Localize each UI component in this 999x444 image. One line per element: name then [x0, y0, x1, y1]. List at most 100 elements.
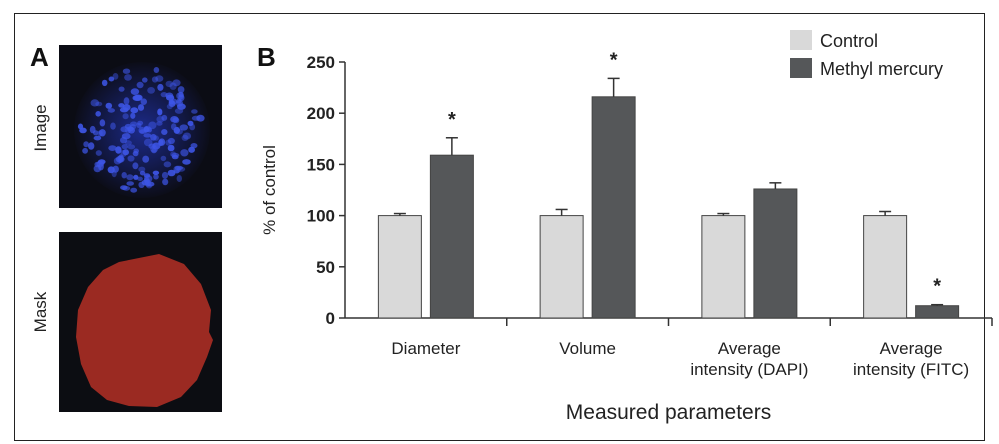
legend-label: Methyl mercury	[820, 59, 943, 79]
y-tick-label: 0	[326, 309, 335, 328]
nucleus	[107, 108, 115, 113]
nucleus	[168, 99, 175, 105]
bar	[863, 215, 908, 319]
nucleus	[122, 185, 131, 191]
nucleus	[130, 112, 136, 119]
nucleus	[167, 144, 175, 152]
nucleus	[140, 98, 147, 105]
significance-marker: *	[933, 276, 941, 298]
nucleus	[88, 142, 95, 150]
nucleus	[166, 94, 175, 101]
nucleus	[155, 75, 164, 82]
x-tick-label: Average intensity (FITC)	[853, 339, 969, 379]
nucleus	[121, 144, 128, 150]
nucleus	[138, 166, 146, 172]
nucleus	[130, 88, 140, 95]
nucleus	[130, 121, 138, 127]
nucleus	[152, 170, 160, 175]
nucleus	[95, 150, 102, 156]
bar	[377, 215, 422, 319]
nucleus	[165, 80, 174, 88]
nucleus	[126, 181, 134, 186]
nucleus	[139, 170, 146, 176]
nucleus	[176, 92, 184, 100]
nucleus	[90, 99, 100, 107]
nucleus	[156, 116, 165, 123]
significance-marker: *	[610, 49, 618, 71]
nucleus	[187, 120, 194, 126]
nucleus	[108, 145, 117, 151]
nucleus	[191, 109, 198, 114]
legend-swatch	[790, 58, 812, 78]
nucleus	[171, 123, 177, 131]
nucleus	[99, 129, 106, 137]
nucleus	[160, 155, 167, 162]
nucleus	[153, 67, 160, 73]
x-axis-label: Measured parameters	[566, 401, 771, 424]
mask-shape	[76, 254, 213, 407]
nucleus	[137, 104, 145, 111]
y-tick-label: 150	[307, 155, 335, 174]
nucleus	[123, 97, 130, 105]
nucleus	[153, 135, 159, 141]
nucleus	[127, 127, 135, 134]
nucleus	[181, 134, 189, 141]
y-tick-label: 50	[316, 258, 335, 277]
nucleus	[182, 159, 191, 165]
nucleus	[124, 74, 132, 81]
bar	[753, 188, 798, 319]
nucleus	[179, 124, 188, 131]
nucleus	[110, 122, 116, 130]
nucleus	[142, 77, 148, 83]
nucleus	[113, 157, 122, 165]
nucleus	[112, 165, 119, 173]
nucleus	[180, 149, 189, 157]
nucleus	[174, 108, 184, 114]
nucleus	[165, 139, 172, 146]
nucleus	[119, 107, 129, 113]
nucleus	[99, 119, 106, 127]
nucleus	[122, 149, 129, 156]
bar	[701, 215, 746, 319]
nucleus	[177, 86, 185, 94]
nucleus	[163, 161, 172, 168]
legend-swatch	[790, 30, 812, 50]
bar	[539, 215, 584, 319]
nucleus	[161, 171, 169, 179]
legend-label: Control	[820, 31, 878, 51]
mask-graphic	[76, 254, 213, 407]
nucleus	[138, 126, 146, 134]
nucleus	[130, 107, 139, 114]
nucleus	[115, 146, 122, 154]
y-axis-label: % of control	[260, 145, 279, 235]
nucleus	[173, 169, 180, 174]
nucleus	[156, 121, 163, 126]
nucleus	[126, 174, 134, 181]
nucleus	[188, 146, 196, 153]
x-tick-label: Volume	[559, 339, 616, 358]
nucleus	[133, 174, 139, 180]
nucleus	[191, 115, 201, 121]
nucleus	[120, 137, 128, 144]
nucleus	[152, 142, 161, 150]
nuclei-image	[59, 45, 222, 208]
nucleus	[172, 79, 181, 87]
nucleus	[137, 176, 143, 181]
nucleus	[162, 178, 169, 186]
nucleus	[141, 179, 149, 186]
nucleus	[143, 133, 152, 138]
nucleus	[108, 76, 115, 82]
nucleus	[118, 86, 125, 92]
nucleus	[105, 102, 113, 109]
nucleus	[82, 147, 88, 154]
nucleus	[122, 113, 129, 120]
nucleus	[161, 114, 168, 121]
nucleus	[122, 68, 131, 74]
nucleus	[130, 187, 138, 193]
figure-frame	[14, 13, 985, 441]
nucleus	[132, 150, 139, 157]
nuclei-image-graphic	[59, 45, 222, 208]
nucleus	[132, 95, 142, 101]
nucleus	[167, 137, 175, 145]
